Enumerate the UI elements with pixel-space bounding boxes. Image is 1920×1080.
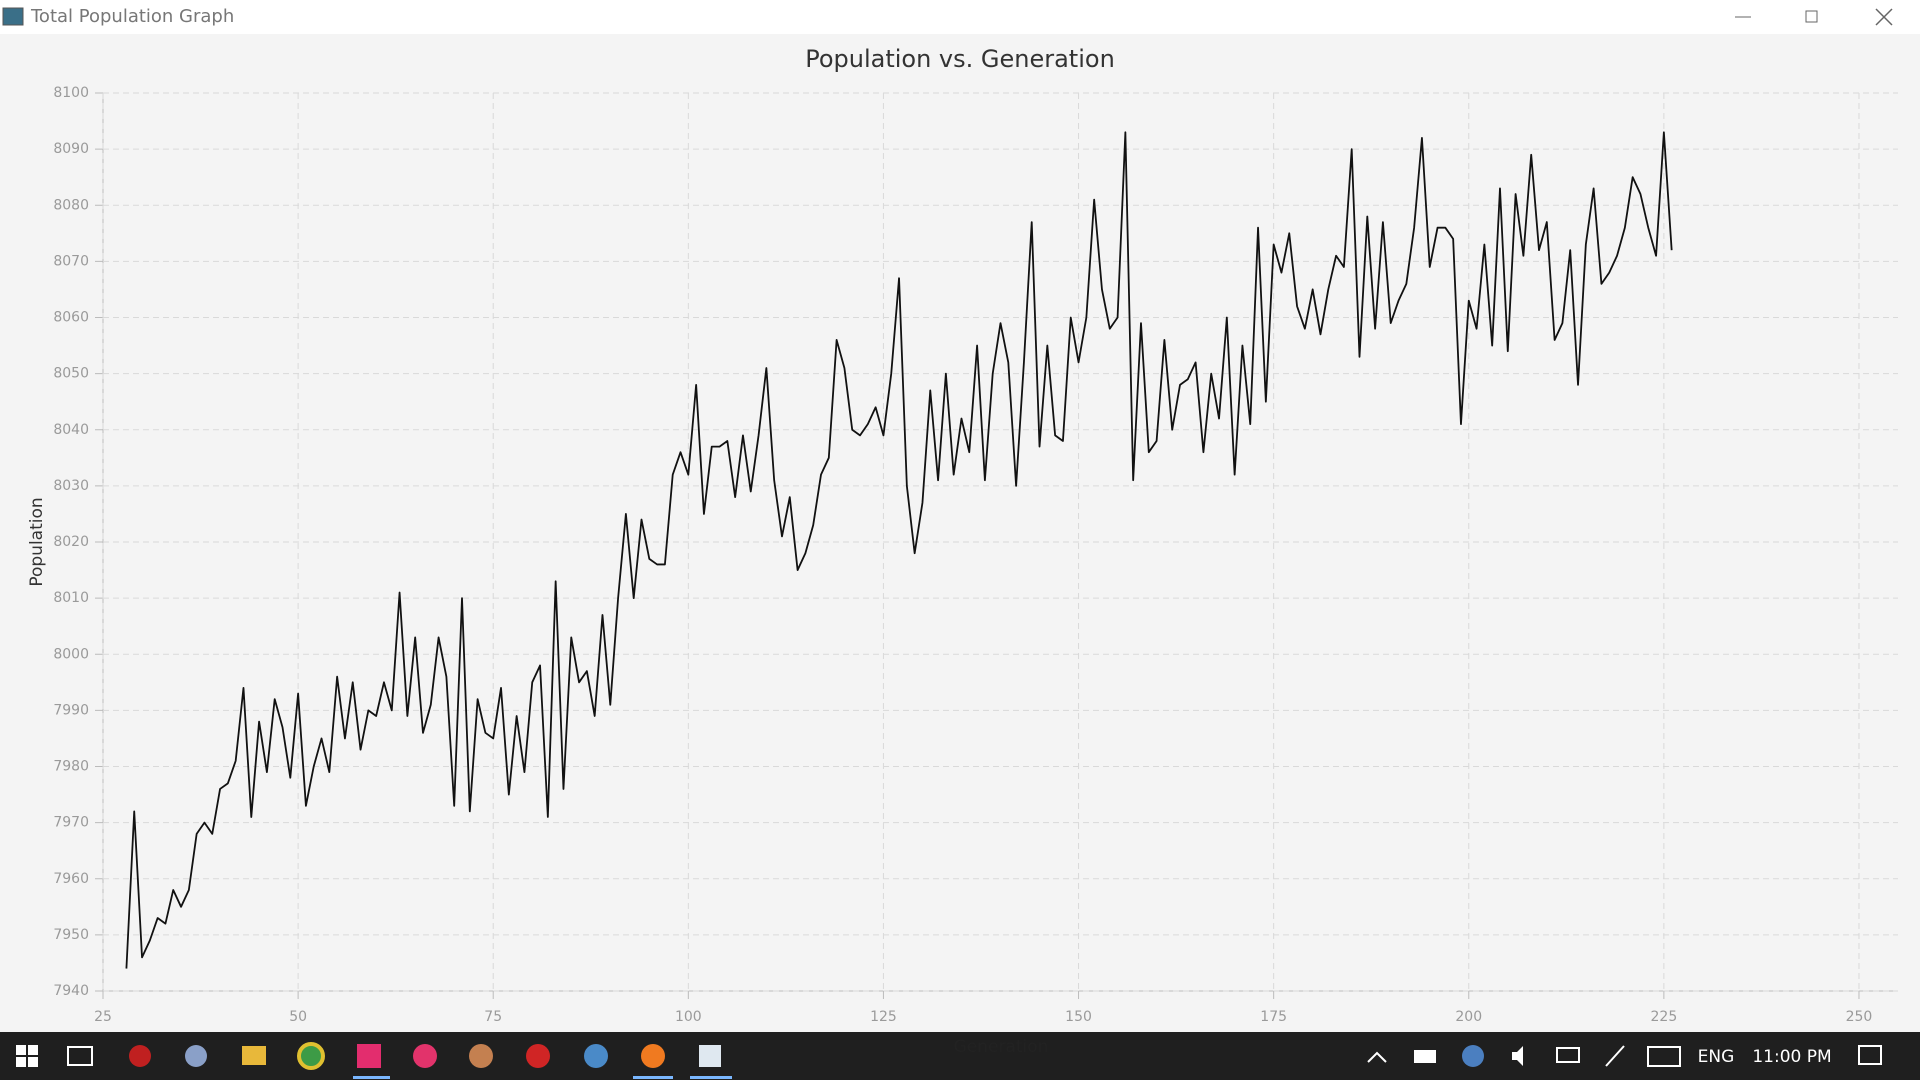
active-indicator xyxy=(633,1076,673,1079)
active-indicator xyxy=(690,1076,732,1079)
x-tick-label: 25 xyxy=(94,1009,112,1025)
x-tick-label: 75 xyxy=(484,1009,502,1025)
taskbar-app[interactable] xyxy=(357,1044,381,1068)
y-tick-label: 7940 xyxy=(53,983,89,999)
x-tick-label: 175 xyxy=(1260,1009,1287,1025)
title-bar xyxy=(0,0,1920,34)
taskbar-app[interactable] xyxy=(185,1045,207,1067)
taskbar-app[interactable] xyxy=(584,1044,608,1068)
taskbar-app[interactable] xyxy=(641,1044,665,1068)
tray-overflow[interactable] xyxy=(1367,1051,1387,1063)
y-tick-label: 8030 xyxy=(53,478,89,494)
y-tick-label: 7990 xyxy=(53,702,89,718)
language-indicator[interactable]: ENG xyxy=(1698,1047,1735,1067)
network-icon[interactable] xyxy=(1462,1045,1484,1067)
y-tick-label: 8080 xyxy=(53,197,89,213)
taskbar-app[interactable] xyxy=(297,1042,325,1070)
chart: Population vs. Generation Population 794… xyxy=(27,45,1898,1025)
taskbar-app[interactable] xyxy=(699,1045,721,1067)
start-button[interactable] xyxy=(16,1045,38,1067)
y-tick-label: 8070 xyxy=(53,253,89,269)
taskbar-app[interactable] xyxy=(242,1046,266,1065)
x-tick-label: 250 xyxy=(1846,1009,1873,1025)
x-tick-label: 125 xyxy=(870,1009,897,1025)
notifications-button[interactable] xyxy=(1858,1045,1882,1065)
taskbar-app[interactable] xyxy=(129,1045,151,1067)
active-indicator xyxy=(353,1076,390,1079)
x-tick-label: 150 xyxy=(1065,1009,1092,1025)
keyboard-icon[interactable] xyxy=(1647,1046,1681,1067)
x-axis-label: Generation xyxy=(954,1037,1049,1057)
x-tick-label: 225 xyxy=(1651,1009,1678,1025)
restore-button[interactable] xyxy=(1805,10,1818,23)
pen-icon[interactable] xyxy=(1605,1045,1625,1067)
y-axis-label: Population xyxy=(27,497,47,586)
display-icon[interactable] xyxy=(1556,1047,1580,1063)
close-button[interactable] xyxy=(1875,8,1893,26)
volume-icon[interactable] xyxy=(1512,1046,1523,1066)
taskbar: ENG 11:00 PM xyxy=(0,1032,1920,1080)
task-view-button[interactable] xyxy=(67,1046,93,1066)
taskbar-app[interactable] xyxy=(413,1044,437,1068)
window-title: Total Population Graph xyxy=(30,6,234,27)
taskbar-app[interactable] xyxy=(526,1044,550,1068)
app-icon xyxy=(2,7,24,26)
y-tick-label: 8020 xyxy=(53,534,89,550)
y-tick-label: 7980 xyxy=(53,759,89,775)
y-tick-label: 8010 xyxy=(53,590,89,606)
y-tick-label: 7960 xyxy=(53,871,89,887)
y-tick-label: 7970 xyxy=(53,815,89,831)
x-tick-label: 100 xyxy=(675,1009,702,1025)
y-tick-label: 8040 xyxy=(53,422,89,438)
clock[interactable]: 11:00 PM xyxy=(1752,1047,1831,1067)
y-tick-label: 8060 xyxy=(53,310,89,326)
taskbar-app[interactable] xyxy=(469,1044,493,1068)
y-tick-label: 8090 xyxy=(53,141,89,157)
y-tick-label: 8100 xyxy=(53,85,89,101)
x-tick-label: 200 xyxy=(1455,1009,1482,1025)
x-tick-label: 50 xyxy=(289,1009,307,1025)
chart-title: Population vs. Generation xyxy=(805,45,1115,73)
y-tick-label: 8000 xyxy=(53,646,89,662)
battery-icon[interactable] xyxy=(1414,1050,1436,1063)
y-tick-label: 7950 xyxy=(53,927,89,943)
y-tick-label: 8050 xyxy=(53,366,89,382)
data-line xyxy=(125,131,1673,969)
